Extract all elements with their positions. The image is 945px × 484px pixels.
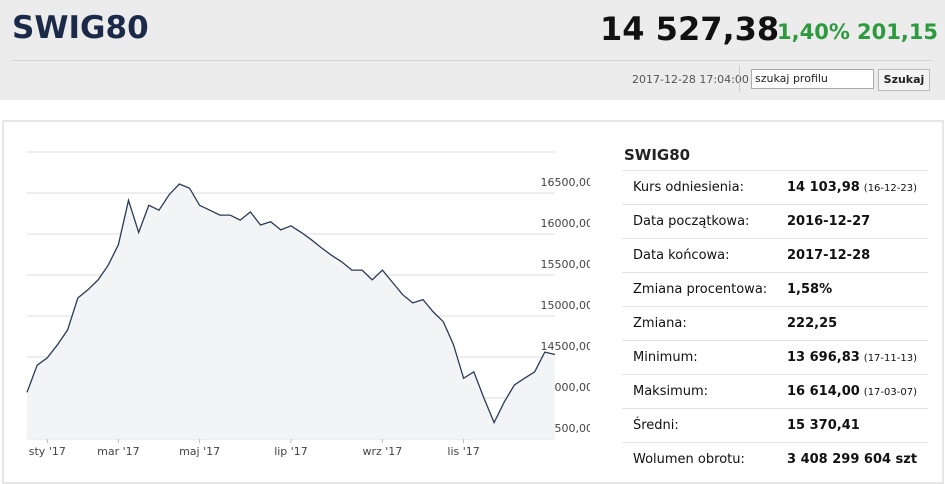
separator	[739, 66, 740, 92]
x-tick-label: sty '17	[29, 445, 66, 458]
stat-cell: 2017-12-28	[787, 238, 928, 273]
x-tick-label: wrz '17	[362, 445, 402, 458]
stat-label: Zmiana procentowa:	[622, 272, 787, 307]
stat-value: 15 370,41	[787, 418, 860, 433]
stat-cell: 14 103,98 (16-12-23)	[787, 170, 928, 205]
stat-label: Zmiana:	[622, 306, 787, 341]
y-tick-label: 16000,00	[541, 217, 591, 230]
stat-label: Kurs odniesienia:	[622, 170, 787, 205]
stats-row: Zmiana procentowa: 1,58%	[622, 272, 928, 307]
stats-row: Maksimum: 16 614,00 (17-03-07)	[622, 374, 928, 409]
stat-cell: 222,25	[787, 306, 928, 341]
y-tick-label: 15500,00	[541, 258, 591, 271]
change-percent: 1,40%	[777, 20, 850, 44]
stat-value: 2017-12-28	[787, 248, 871, 263]
stat-value: 14 103,98	[787, 180, 860, 195]
stat-label: Minimum:	[622, 340, 787, 375]
stat-value: 1,58%	[787, 282, 833, 297]
x-tick-label: lip '17	[274, 445, 308, 458]
stat-value: 2016-12-27	[787, 214, 871, 229]
stats-row: Kurs odniesienia: 14 103,98 (16-12-23)	[622, 170, 928, 205]
stat-value: 16 614,00	[787, 384, 860, 399]
change: 201,15	[857, 20, 939, 44]
stat-value: 13 696,83	[787, 350, 860, 365]
search-input[interactable]: szukaj profilu	[751, 69, 874, 89]
stats-row: Zmiana: 222,25	[622, 306, 928, 341]
stats-row: Minimum: 13 696,83 (17-11-13)	[622, 340, 928, 375]
stat-note: (16-12-23)	[863, 183, 917, 194]
header: SWIG80 14 527,38 1,40% 201,15 2017-12-28…	[0, 0, 945, 100]
stat-note: (17-03-07)	[863, 387, 917, 398]
stat-value: 3 408 299 604 szt	[787, 452, 918, 467]
x-tick-label: mar '17	[97, 445, 140, 458]
stat-cell: 3 408 299 604 szt	[787, 442, 928, 476]
stat-label: Wolumen obrotu:	[622, 442, 787, 476]
stat-cell: 1,58%	[787, 272, 928, 307]
stats-row: Wolumen obrotu: 3 408 299 604 szt	[622, 442, 928, 476]
area	[27, 184, 555, 439]
stat-value: 222,25	[787, 316, 838, 331]
stat-label: Data początkowa:	[622, 204, 787, 239]
stat-label: Średni:	[622, 408, 787, 443]
stat-cell: 15 370,41	[787, 408, 928, 443]
y-tick-label: 16500,00	[541, 176, 591, 189]
stat-cell: 16 614,00 (17-03-07)	[787, 374, 928, 409]
x-tick-label: maj '17	[179, 445, 220, 458]
stat-note: (17-11-13)	[863, 353, 917, 364]
timestamp: 2017-12-28 17:04:00	[632, 73, 749, 86]
stats-row: Średni: 15 370,41	[622, 408, 928, 443]
search-button[interactable]: Szukaj	[878, 69, 930, 91]
y-tick-label: 15000,00	[541, 299, 591, 312]
line	[26, 183, 556, 425]
stat-label: Maksimum:	[622, 374, 787, 409]
stat-label: Data końcowa:	[622, 238, 787, 273]
panel-title: SWIG80	[624, 146, 691, 164]
separator	[12, 60, 932, 61]
stats-table: Kurs odniesienia: 14 103,98 (16-12-23) Data…	[622, 170, 928, 476]
price: 14 527,38	[600, 10, 780, 48]
index-name: SWIG80	[12, 10, 149, 46]
stat-cell: 2016-12-27	[787, 204, 928, 239]
x-tick-label: lis '17	[447, 445, 479, 458]
y-tick-label: 14500,00	[541, 340, 591, 353]
stat-cell: 13 696,83 (17-11-13)	[787, 340, 928, 375]
chart: 13500,0014000,0014500,0015000,0015500,00…	[26, 151, 591, 458]
stats-row: Data początkowa: 2016-12-27	[622, 204, 928, 239]
stats-row: Data końcowa: 2017-12-28	[622, 238, 928, 273]
